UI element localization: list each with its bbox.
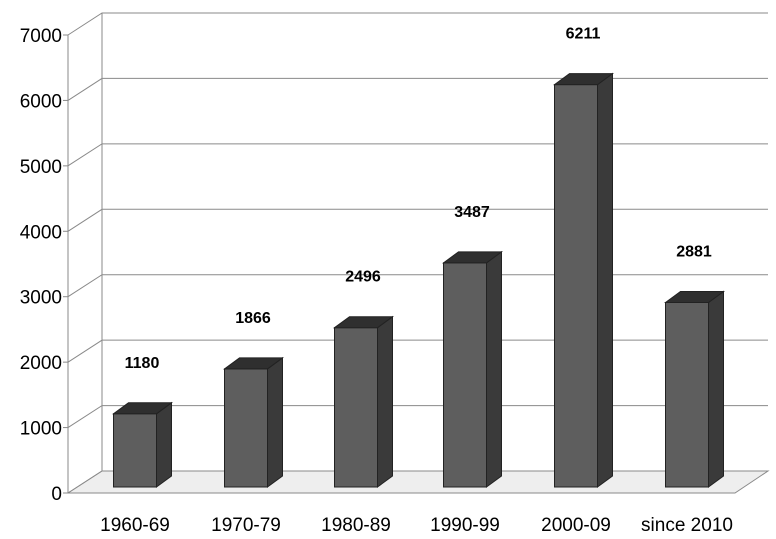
x-tick-label: 1970-79 — [211, 515, 281, 536]
bar-top — [332, 316, 395, 329]
x-tick-label: 1980-89 — [321, 515, 391, 536]
data-label: 6211 — [566, 26, 601, 43]
bar-front — [554, 84, 598, 488]
x-tick-label: 2000-09 — [541, 515, 611, 536]
bar-front — [443, 262, 487, 488]
x-axis-labels: 1960-69 1970-79 1980-89 1990-99 2000-09 since… — [100, 515, 733, 536]
data-label: 1180 — [125, 355, 160, 372]
bar-side — [597, 72, 613, 488]
gridline — [67, 77, 768, 101]
data-label: 2496 — [345, 269, 381, 286]
bar-top — [663, 291, 726, 304]
y-tick-label: 3000 — [20, 288, 62, 309]
bar — [222, 356, 285, 488]
y-axis-labels: 0 1000 2000 3000 4000 5000 6000 7000 — [20, 26, 62, 505]
bar — [111, 401, 174, 488]
data-label: 1866 — [235, 310, 271, 327]
bar — [663, 290, 726, 488]
gridline — [67, 143, 768, 167]
bar-side — [708, 290, 724, 488]
bar-side — [486, 250, 502, 488]
bar — [441, 250, 504, 488]
chart-floor — [66, 470, 770, 494]
y-tick-label: 0 — [51, 484, 62, 505]
bar-front — [665, 302, 709, 488]
y-axis — [63, 13, 103, 494]
bar-top — [222, 357, 285, 370]
x-tick-label: since 2010 — [641, 515, 733, 536]
data-labels: 1180 1866 2496 3487 6211 2881 — [125, 26, 712, 372]
gridline — [67, 405, 768, 428]
gridline — [67, 274, 768, 298]
gridline — [67, 339, 768, 363]
y-tick-label: 4000 — [20, 222, 62, 243]
floor-plane — [66, 470, 770, 494]
y-tick-label: 1000 — [20, 419, 62, 440]
x-tick-label: 1960-69 — [100, 515, 170, 536]
gridlines — [67, 12, 768, 494]
data-label: 3487 — [454, 204, 490, 221]
gridline — [67, 12, 768, 36]
bars — [111, 72, 726, 488]
bar-top — [111, 402, 174, 415]
bar-top — [441, 251, 504, 264]
bar — [332, 315, 395, 488]
bar-front — [334, 327, 378, 488]
y-tick-label: 6000 — [20, 91, 62, 112]
y-tick-label: 7000 — [20, 26, 62, 47]
data-label: 2881 — [676, 244, 712, 261]
bar-side — [377, 315, 393, 488]
y-tick-label: 2000 — [20, 353, 62, 374]
bar-front — [224, 368, 268, 488]
bar-side — [156, 401, 172, 488]
y-tick-label: 5000 — [20, 157, 62, 178]
bar — [552, 72, 615, 488]
x-tick-label: 1990-99 — [430, 515, 500, 536]
bar-side — [267, 356, 283, 488]
bar-front — [113, 413, 157, 488]
bar-top — [552, 73, 615, 86]
gridline — [67, 208, 768, 232]
